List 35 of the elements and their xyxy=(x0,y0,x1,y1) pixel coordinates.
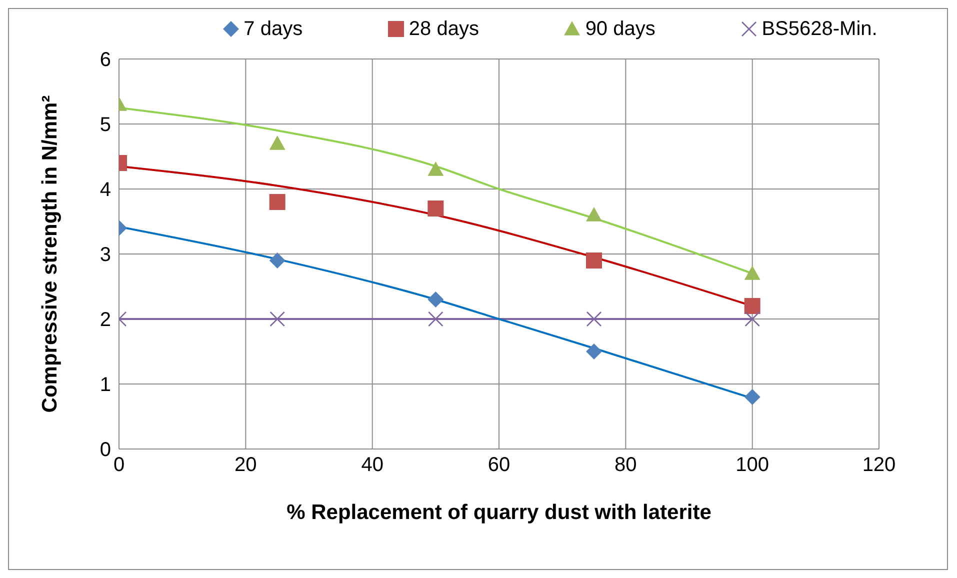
x-tick-label: 100 xyxy=(736,454,770,476)
legend-label: 7 days xyxy=(244,18,303,40)
legend-label: BS5628-Min. xyxy=(762,18,878,40)
x-tick-label: 60 xyxy=(488,454,510,476)
y-axis-title: Compressive strength in N/mm² xyxy=(38,95,62,413)
point xyxy=(428,200,444,216)
y-tick-label: 3 xyxy=(100,244,111,266)
point xyxy=(586,311,602,327)
point xyxy=(586,344,602,360)
point xyxy=(270,311,285,327)
point xyxy=(428,162,444,176)
y-tick-label: 4 xyxy=(100,179,111,202)
y-tick-label: 2 xyxy=(100,309,111,332)
y-tick-label: 1 xyxy=(100,374,111,396)
point xyxy=(744,266,760,280)
x-tick-label: 120 xyxy=(862,454,896,476)
point xyxy=(744,311,760,327)
y-tick-label: 0 xyxy=(100,439,111,462)
x-tick-label: 40 xyxy=(361,454,384,476)
point xyxy=(586,252,602,268)
legend-label: 90 days xyxy=(585,18,656,40)
point xyxy=(269,136,286,150)
x-axis-title: % Replacement of quarry dust with laterite xyxy=(286,501,712,524)
point xyxy=(269,252,286,268)
y-tick-label: 5 xyxy=(100,114,111,136)
point xyxy=(428,311,444,327)
x-tick-label: 80 xyxy=(614,454,637,476)
point xyxy=(744,389,760,405)
x-tick-label: 20 xyxy=(234,454,257,476)
point xyxy=(586,207,602,222)
point xyxy=(744,298,760,314)
legend-label: 28 days xyxy=(408,18,479,40)
point xyxy=(428,292,444,308)
point xyxy=(269,194,286,210)
y-tick-label: 6 xyxy=(100,49,111,72)
